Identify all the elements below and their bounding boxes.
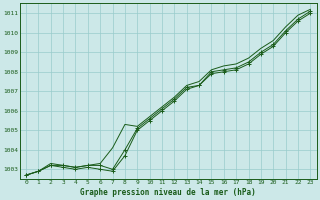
- X-axis label: Graphe pression niveau de la mer (hPa): Graphe pression niveau de la mer (hPa): [80, 188, 256, 197]
